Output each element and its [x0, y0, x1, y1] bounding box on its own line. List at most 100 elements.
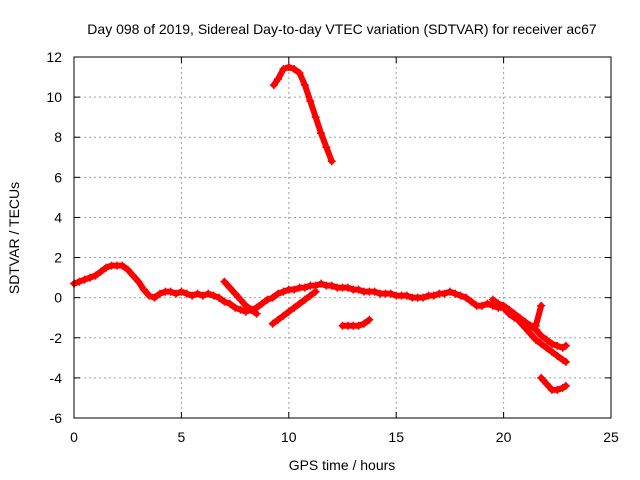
- data-point: [419, 293, 428, 302]
- data-point: [236, 295, 245, 304]
- data-point: [553, 341, 562, 350]
- data-point: [561, 341, 570, 350]
- data-point: [155, 289, 164, 298]
- data-point: [531, 321, 540, 330]
- data-point: [274, 315, 283, 324]
- data-point: [467, 297, 476, 306]
- data-point: [462, 293, 471, 302]
- data-point: [204, 289, 213, 298]
- data-point: [537, 373, 546, 382]
- data-point: [429, 291, 438, 300]
- x-tick-label: 15: [388, 429, 404, 445]
- data-point: [488, 295, 497, 304]
- data-point: [102, 263, 111, 272]
- data-point: [322, 143, 331, 152]
- x-tick-label: 10: [281, 429, 297, 445]
- series-negative-segment: [338, 315, 374, 330]
- data-point: [198, 291, 207, 300]
- data-point: [542, 335, 551, 344]
- data-point: [365, 315, 374, 324]
- series-rising-branch: [268, 287, 320, 328]
- data-point: [370, 287, 379, 296]
- data-point: [483, 299, 492, 308]
- data-point: [478, 301, 487, 310]
- data-point: [231, 303, 240, 312]
- data-point: [547, 347, 556, 356]
- y-tick-label: 2: [54, 250, 62, 266]
- data-point: [231, 289, 240, 298]
- data-point: [279, 311, 288, 320]
- data-point: [214, 293, 223, 302]
- data-point: [284, 307, 293, 316]
- data-point: [306, 97, 315, 106]
- data-point: [118, 261, 127, 270]
- data-point: [268, 319, 277, 328]
- chart-title: Day 098 of 2019, Sidereal Day-to-day VTE…: [87, 21, 597, 37]
- data-point: [295, 69, 304, 78]
- data-point: [209, 291, 218, 300]
- data-point: [521, 323, 530, 332]
- series-trail: [339, 316, 373, 329]
- series-trail: [71, 262, 569, 351]
- data-point: [134, 277, 143, 286]
- y-tick-label: 10: [46, 89, 62, 105]
- data-point: [531, 335, 540, 344]
- y-tick-label: 4: [54, 209, 62, 225]
- data-point: [145, 291, 154, 300]
- data-point: [306, 291, 315, 300]
- data-point: [343, 283, 352, 292]
- y-tick-label: 12: [46, 49, 62, 65]
- data-point: [139, 285, 148, 294]
- data-point: [445, 287, 454, 296]
- data-point: [317, 129, 326, 138]
- grid-lines: [74, 57, 611, 418]
- data-point: [268, 293, 277, 302]
- y-axis-label: SDTVAR / TECUs: [6, 182, 22, 294]
- x-tick-label: 0: [70, 429, 78, 445]
- data-point: [86, 273, 95, 282]
- data-point: [269, 81, 278, 90]
- axis-tick-labels: 0 5 10 15 20 25 -6 -4 -2 0 2 4 6 8 10 12: [46, 49, 619, 445]
- data-point: [504, 305, 513, 314]
- y-tick-label: 6: [54, 169, 62, 185]
- data-point: [177, 287, 186, 296]
- y-tick-label: 0: [54, 290, 62, 306]
- data-point: [150, 293, 159, 302]
- series-main-track: [70, 261, 570, 352]
- data-point: [274, 289, 283, 298]
- data-point: [451, 289, 460, 298]
- data-point: [80, 275, 89, 284]
- y-tick-label: 8: [54, 129, 62, 145]
- x-tick-label: 25: [603, 429, 619, 445]
- data-point: [279, 287, 288, 296]
- data-point: [542, 379, 551, 388]
- data-point: [553, 385, 562, 394]
- data-point: [188, 291, 197, 300]
- data-point: [91, 271, 100, 280]
- data-point: [311, 287, 320, 296]
- data-point: [172, 289, 181, 298]
- axis-ticks: [73, 56, 612, 419]
- data-point: [499, 301, 508, 310]
- data-point: [225, 283, 234, 292]
- data-point: [193, 289, 202, 298]
- data-point: [553, 351, 562, 360]
- data-point: [300, 81, 309, 90]
- data-point: [290, 65, 299, 74]
- data-point: [290, 285, 299, 294]
- data-point: [247, 305, 256, 314]
- data-point: [225, 299, 234, 308]
- data-point: [300, 283, 309, 292]
- data-point: [537, 301, 546, 310]
- data-series: [70, 63, 570, 394]
- y-tick-label: -2: [50, 330, 63, 346]
- data-point: [220, 277, 229, 286]
- data-point: [166, 287, 175, 296]
- data-point: [359, 319, 368, 328]
- series-bottom-segment: [537, 373, 570, 394]
- data-point: [182, 289, 191, 298]
- data-point: [317, 279, 326, 288]
- data-point: [295, 299, 304, 308]
- data-point: [300, 295, 309, 304]
